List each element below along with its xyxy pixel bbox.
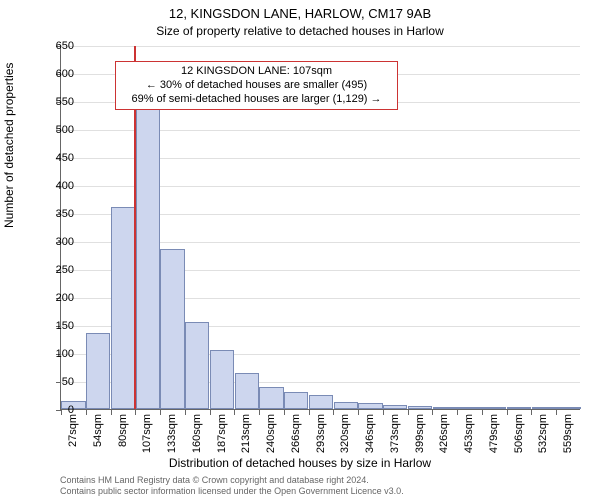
histogram-bar	[334, 402, 358, 409]
y-tick-label: 450	[34, 152, 74, 164]
histogram-bar	[482, 407, 506, 409]
y-tick-label: 400	[34, 180, 74, 192]
x-tick-mark	[259, 410, 260, 415]
histogram-bar	[457, 407, 481, 409]
histogram-bar	[408, 406, 432, 409]
histogram-bar	[136, 109, 160, 409]
y-tick-label: 300	[34, 236, 74, 248]
annotation-box: 12 KINGSDON LANE: 107sqm ← 30% of detach…	[115, 61, 398, 110]
x-tick-mark	[408, 410, 409, 415]
histogram-bar	[259, 387, 283, 409]
x-tick-mark	[111, 410, 112, 415]
page-title: 12, KINGSDON LANE, HARLOW, CM17 9AB	[0, 0, 600, 22]
annotation-line2: ← 30% of detached houses are smaller (49…	[122, 79, 391, 93]
histogram-bar	[309, 395, 333, 409]
x-tick-mark	[160, 410, 161, 415]
x-tick-mark	[284, 410, 285, 415]
x-tick-mark	[531, 410, 532, 415]
footer-line2: Contains public sector information licen…	[60, 486, 404, 496]
histogram-bar	[160, 249, 184, 409]
footer-attribution: Contains HM Land Registry data © Crown c…	[60, 475, 404, 496]
y-tick-label: 350	[34, 208, 74, 220]
histogram-bar	[185, 322, 209, 409]
annotation-line3: 69% of semi-detached houses are larger (…	[122, 93, 391, 107]
histogram-bar	[358, 403, 382, 409]
x-tick-mark	[358, 410, 359, 415]
y-tick-label: 600	[34, 68, 74, 80]
x-tick-mark	[383, 410, 384, 415]
x-axis-label: Distribution of detached houses by size …	[0, 456, 600, 470]
x-tick-mark	[309, 410, 310, 415]
y-tick-label: 0	[34, 404, 74, 416]
y-tick-label: 550	[34, 96, 74, 108]
histogram-bar	[111, 207, 135, 409]
y-tick-label: 650	[34, 40, 74, 52]
chart-area: 27sqm54sqm80sqm107sqm133sqm160sqm187sqm2…	[60, 46, 580, 410]
annotation-line1: 12 KINGSDON LANE: 107sqm	[122, 65, 391, 79]
y-tick-label: 200	[34, 292, 74, 304]
x-tick-mark	[482, 410, 483, 415]
y-tick-label: 250	[34, 264, 74, 276]
y-axis-label: Number of detached properties	[2, 63, 16, 228]
page-subtitle: Size of property relative to detached ho…	[0, 22, 600, 38]
histogram-bar	[284, 392, 308, 409]
x-tick-mark	[556, 410, 557, 415]
x-tick-mark	[234, 410, 235, 415]
histogram-bar	[532, 407, 556, 409]
x-tick-mark	[135, 410, 136, 415]
y-tick-label: 150	[34, 320, 74, 332]
x-tick-mark	[210, 410, 211, 415]
x-tick-mark	[86, 410, 87, 415]
histogram-bar	[86, 333, 110, 409]
histogram-bar	[433, 407, 457, 409]
x-tick-mark	[185, 410, 186, 415]
x-tick-mark	[333, 410, 334, 415]
histogram-bar	[210, 350, 234, 409]
histogram-bar	[235, 373, 259, 409]
x-tick-mark	[457, 410, 458, 415]
y-tick-label: 50	[34, 376, 74, 388]
y-tick-label: 500	[34, 124, 74, 136]
histogram-bar	[383, 405, 407, 409]
x-tick-mark	[507, 410, 508, 415]
y-tick-label: 100	[34, 348, 74, 360]
histogram-bar	[507, 407, 531, 409]
grid-line	[61, 46, 580, 47]
footer-line1: Contains HM Land Registry data © Crown c…	[60, 475, 404, 485]
x-tick-mark	[432, 410, 433, 415]
histogram-bar	[556, 407, 580, 409]
